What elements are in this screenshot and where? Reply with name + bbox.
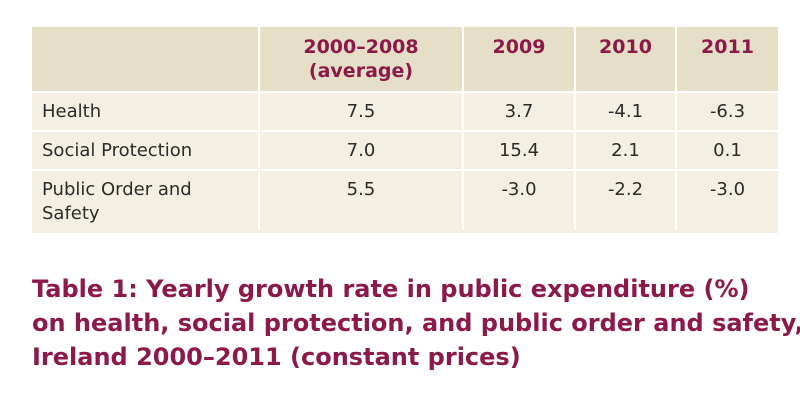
table-row-public-order: Public Order and Safety 5.5 -3.0 -2.2 -3… xyxy=(32,169,778,230)
header-2000-2008: 2000–2008 (average) xyxy=(258,27,463,92)
table-row-social-protection: Social Protection 7.0 15.4 2.1 0.1 xyxy=(32,130,778,170)
header-average-label: (average) xyxy=(308,60,414,82)
row-label-public-order-line1: Public Order and xyxy=(42,179,192,200)
header-2009: 2009 xyxy=(462,27,575,92)
expenditure-table-container: 2000–2008 (average) 2009 2010 2011 Healt… xyxy=(32,27,778,233)
table-row-health: Health 7.5 3.7 -4.1 -6.3 xyxy=(32,91,778,131)
cell-social-2000-2008: 7.0 xyxy=(258,130,463,170)
cell-public-order-2011: -3.0 xyxy=(675,169,778,230)
row-label-social-protection: Social Protection xyxy=(32,130,259,170)
cell-health-2009: 3.7 xyxy=(462,91,575,131)
expenditure-table: 2000–2008 (average) 2009 2010 2011 Healt… xyxy=(32,27,778,230)
row-label-public-order: Public Order and Safety xyxy=(32,169,259,230)
cell-public-order-2010: -2.2 xyxy=(574,169,676,230)
cell-social-2010: 2.1 xyxy=(574,130,676,170)
cell-health-2010: -4.1 xyxy=(574,91,676,131)
table-caption-line-1: Table 1: Yearly growth rate in public ex… xyxy=(32,275,750,303)
cell-social-2009: 15.4 xyxy=(462,130,575,170)
table-caption: Table 1: Yearly growth rate in public ex… xyxy=(32,272,800,374)
cell-health-2011: -6.3 xyxy=(675,91,778,131)
table-caption-line-2: on health, social protection, and public… xyxy=(32,309,800,337)
header-2011: 2011 xyxy=(675,27,778,92)
cell-public-order-2000-2008: 5.5 xyxy=(258,169,463,230)
table-caption-line-3: Ireland 2000–2011 (constant prices) xyxy=(32,343,521,371)
row-label-health: Health xyxy=(32,91,259,131)
header-2010: 2010 xyxy=(574,27,676,92)
header-2000-2008-label: 2000–2008 xyxy=(303,36,419,58)
row-label-public-order-line2: Safety xyxy=(42,203,100,224)
cell-public-order-2009: -3.0 xyxy=(462,169,575,230)
cell-social-2011: 0.1 xyxy=(675,130,778,170)
cell-health-2000-2008: 7.5 xyxy=(258,91,463,131)
header-blank-cell xyxy=(32,27,259,92)
table-header-row: 2000–2008 (average) 2009 2010 2011 xyxy=(32,27,778,92)
